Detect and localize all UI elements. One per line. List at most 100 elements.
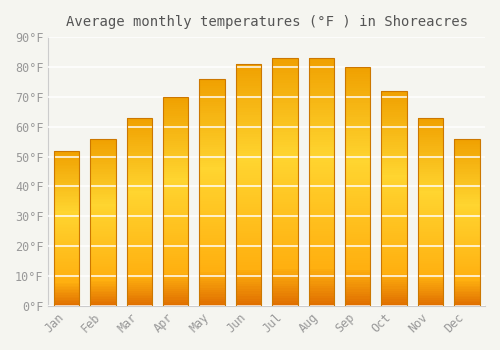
Bar bbox=[126, 266, 152, 268]
Bar bbox=[54, 281, 80, 282]
Bar bbox=[382, 186, 407, 188]
Bar bbox=[236, 255, 261, 258]
Bar bbox=[345, 275, 370, 277]
Bar bbox=[90, 199, 116, 201]
Bar bbox=[308, 286, 334, 288]
Bar bbox=[163, 120, 188, 122]
Bar bbox=[308, 93, 334, 95]
Bar bbox=[382, 205, 407, 207]
Bar bbox=[418, 229, 443, 231]
Bar bbox=[418, 136, 443, 138]
Bar bbox=[382, 218, 407, 220]
Bar bbox=[454, 271, 479, 272]
Bar bbox=[54, 262, 80, 264]
Bar bbox=[163, 130, 188, 132]
Bar bbox=[308, 58, 334, 61]
Bar bbox=[200, 219, 225, 222]
Bar bbox=[200, 188, 225, 190]
Bar bbox=[454, 164, 479, 166]
Bar bbox=[54, 225, 80, 227]
Bar bbox=[345, 155, 370, 158]
Bar bbox=[345, 179, 370, 182]
Bar bbox=[272, 75, 297, 78]
Bar bbox=[200, 138, 225, 140]
Bar bbox=[272, 73, 297, 75]
Bar bbox=[272, 274, 297, 276]
Bar bbox=[200, 99, 225, 102]
Bar bbox=[126, 268, 152, 270]
Bar bbox=[382, 301, 407, 304]
Bar bbox=[163, 97, 188, 99]
Bar bbox=[418, 246, 443, 247]
Bar bbox=[126, 302, 152, 304]
Bar bbox=[418, 287, 443, 289]
Bar bbox=[418, 163, 443, 165]
Bar bbox=[90, 189, 116, 190]
Bar bbox=[308, 209, 334, 212]
Bar bbox=[272, 122, 297, 125]
Bar bbox=[163, 174, 188, 176]
Bar bbox=[236, 124, 261, 127]
Bar bbox=[200, 142, 225, 145]
Bar bbox=[418, 193, 443, 195]
Bar bbox=[382, 99, 407, 102]
Bar bbox=[345, 184, 370, 187]
Bar bbox=[200, 236, 225, 238]
Bar bbox=[454, 296, 479, 298]
Bar bbox=[454, 249, 479, 251]
Bar bbox=[200, 102, 225, 104]
Bar bbox=[382, 117, 407, 119]
Bar bbox=[126, 287, 152, 289]
Bar bbox=[90, 272, 116, 274]
Bar bbox=[200, 181, 225, 183]
Bar bbox=[236, 187, 261, 190]
Bar bbox=[90, 201, 116, 202]
Bar bbox=[236, 206, 261, 209]
Bar bbox=[382, 194, 407, 196]
Bar bbox=[236, 107, 261, 110]
Bar bbox=[272, 303, 297, 306]
Bar bbox=[163, 105, 188, 107]
Bar bbox=[308, 110, 334, 113]
Bar bbox=[382, 269, 407, 272]
Bar bbox=[126, 170, 152, 172]
Bar bbox=[382, 175, 407, 177]
Bar bbox=[163, 124, 188, 126]
Bar bbox=[90, 187, 116, 189]
Bar bbox=[236, 96, 261, 98]
Bar bbox=[454, 217, 479, 219]
Bar bbox=[308, 236, 334, 239]
Bar bbox=[236, 250, 261, 253]
Bar bbox=[200, 272, 225, 274]
Bar bbox=[454, 140, 479, 142]
Bar bbox=[126, 204, 152, 206]
Bar bbox=[90, 299, 116, 301]
Bar bbox=[54, 178, 80, 180]
Bar bbox=[345, 170, 370, 172]
Bar bbox=[382, 138, 407, 140]
Bar bbox=[308, 293, 334, 296]
Bar bbox=[454, 139, 479, 140]
Bar bbox=[418, 148, 443, 150]
Bar bbox=[54, 236, 80, 238]
Bar bbox=[126, 264, 152, 266]
Bar bbox=[126, 214, 152, 216]
Bar bbox=[382, 91, 407, 306]
Bar bbox=[272, 140, 297, 142]
Bar bbox=[90, 242, 116, 244]
Bar bbox=[54, 175, 80, 177]
Bar bbox=[54, 171, 80, 172]
Bar bbox=[454, 142, 479, 144]
Bar bbox=[272, 184, 297, 187]
Bar bbox=[200, 208, 225, 211]
Bar bbox=[454, 259, 479, 261]
Bar bbox=[418, 167, 443, 168]
Bar bbox=[272, 68, 297, 70]
Bar bbox=[90, 244, 116, 246]
Bar bbox=[382, 233, 407, 235]
Bar bbox=[272, 269, 297, 271]
Bar bbox=[454, 150, 479, 152]
Bar bbox=[90, 282, 116, 284]
Bar bbox=[54, 211, 80, 213]
Bar bbox=[272, 83, 297, 85]
